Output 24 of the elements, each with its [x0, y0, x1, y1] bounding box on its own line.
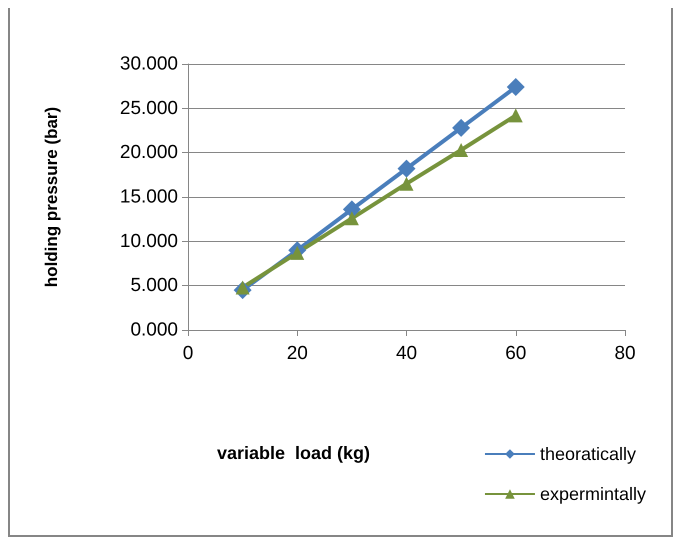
- point: [344, 211, 359, 226]
- point: [398, 160, 416, 178]
- legend-label: expermintally: [540, 484, 646, 504]
- y-axis-title: holding pressure (bar): [42, 106, 61, 288]
- x-tick-label: 20: [286, 343, 308, 364]
- point: [452, 118, 470, 137]
- x-tick-label: 60: [505, 343, 526, 364]
- x-tick-label: 80: [614, 343, 636, 364]
- y-tick-label: 0.000: [130, 320, 178, 340]
- x-tick-label: 40: [396, 343, 418, 364]
- legend-label: theoratically: [540, 444, 636, 464]
- y-tick-label: 10.000: [120, 230, 178, 252]
- point: [454, 143, 468, 158]
- y-tick-label: 5.000: [130, 275, 178, 296]
- x-axis-title: variable load (kg): [217, 443, 370, 463]
- point: [506, 78, 525, 96]
- y-tick-label: 20.000: [120, 142, 178, 164]
- y-tick-label: 15.000: [120, 186, 178, 208]
- point: [400, 176, 414, 191]
- point: [508, 108, 523, 122]
- x-tick-label: 0: [182, 343, 194, 364]
- y-tick-label: 30.000: [120, 54, 178, 74]
- y-tick-label: 25.000: [120, 98, 178, 119]
- point: [290, 246, 304, 260]
